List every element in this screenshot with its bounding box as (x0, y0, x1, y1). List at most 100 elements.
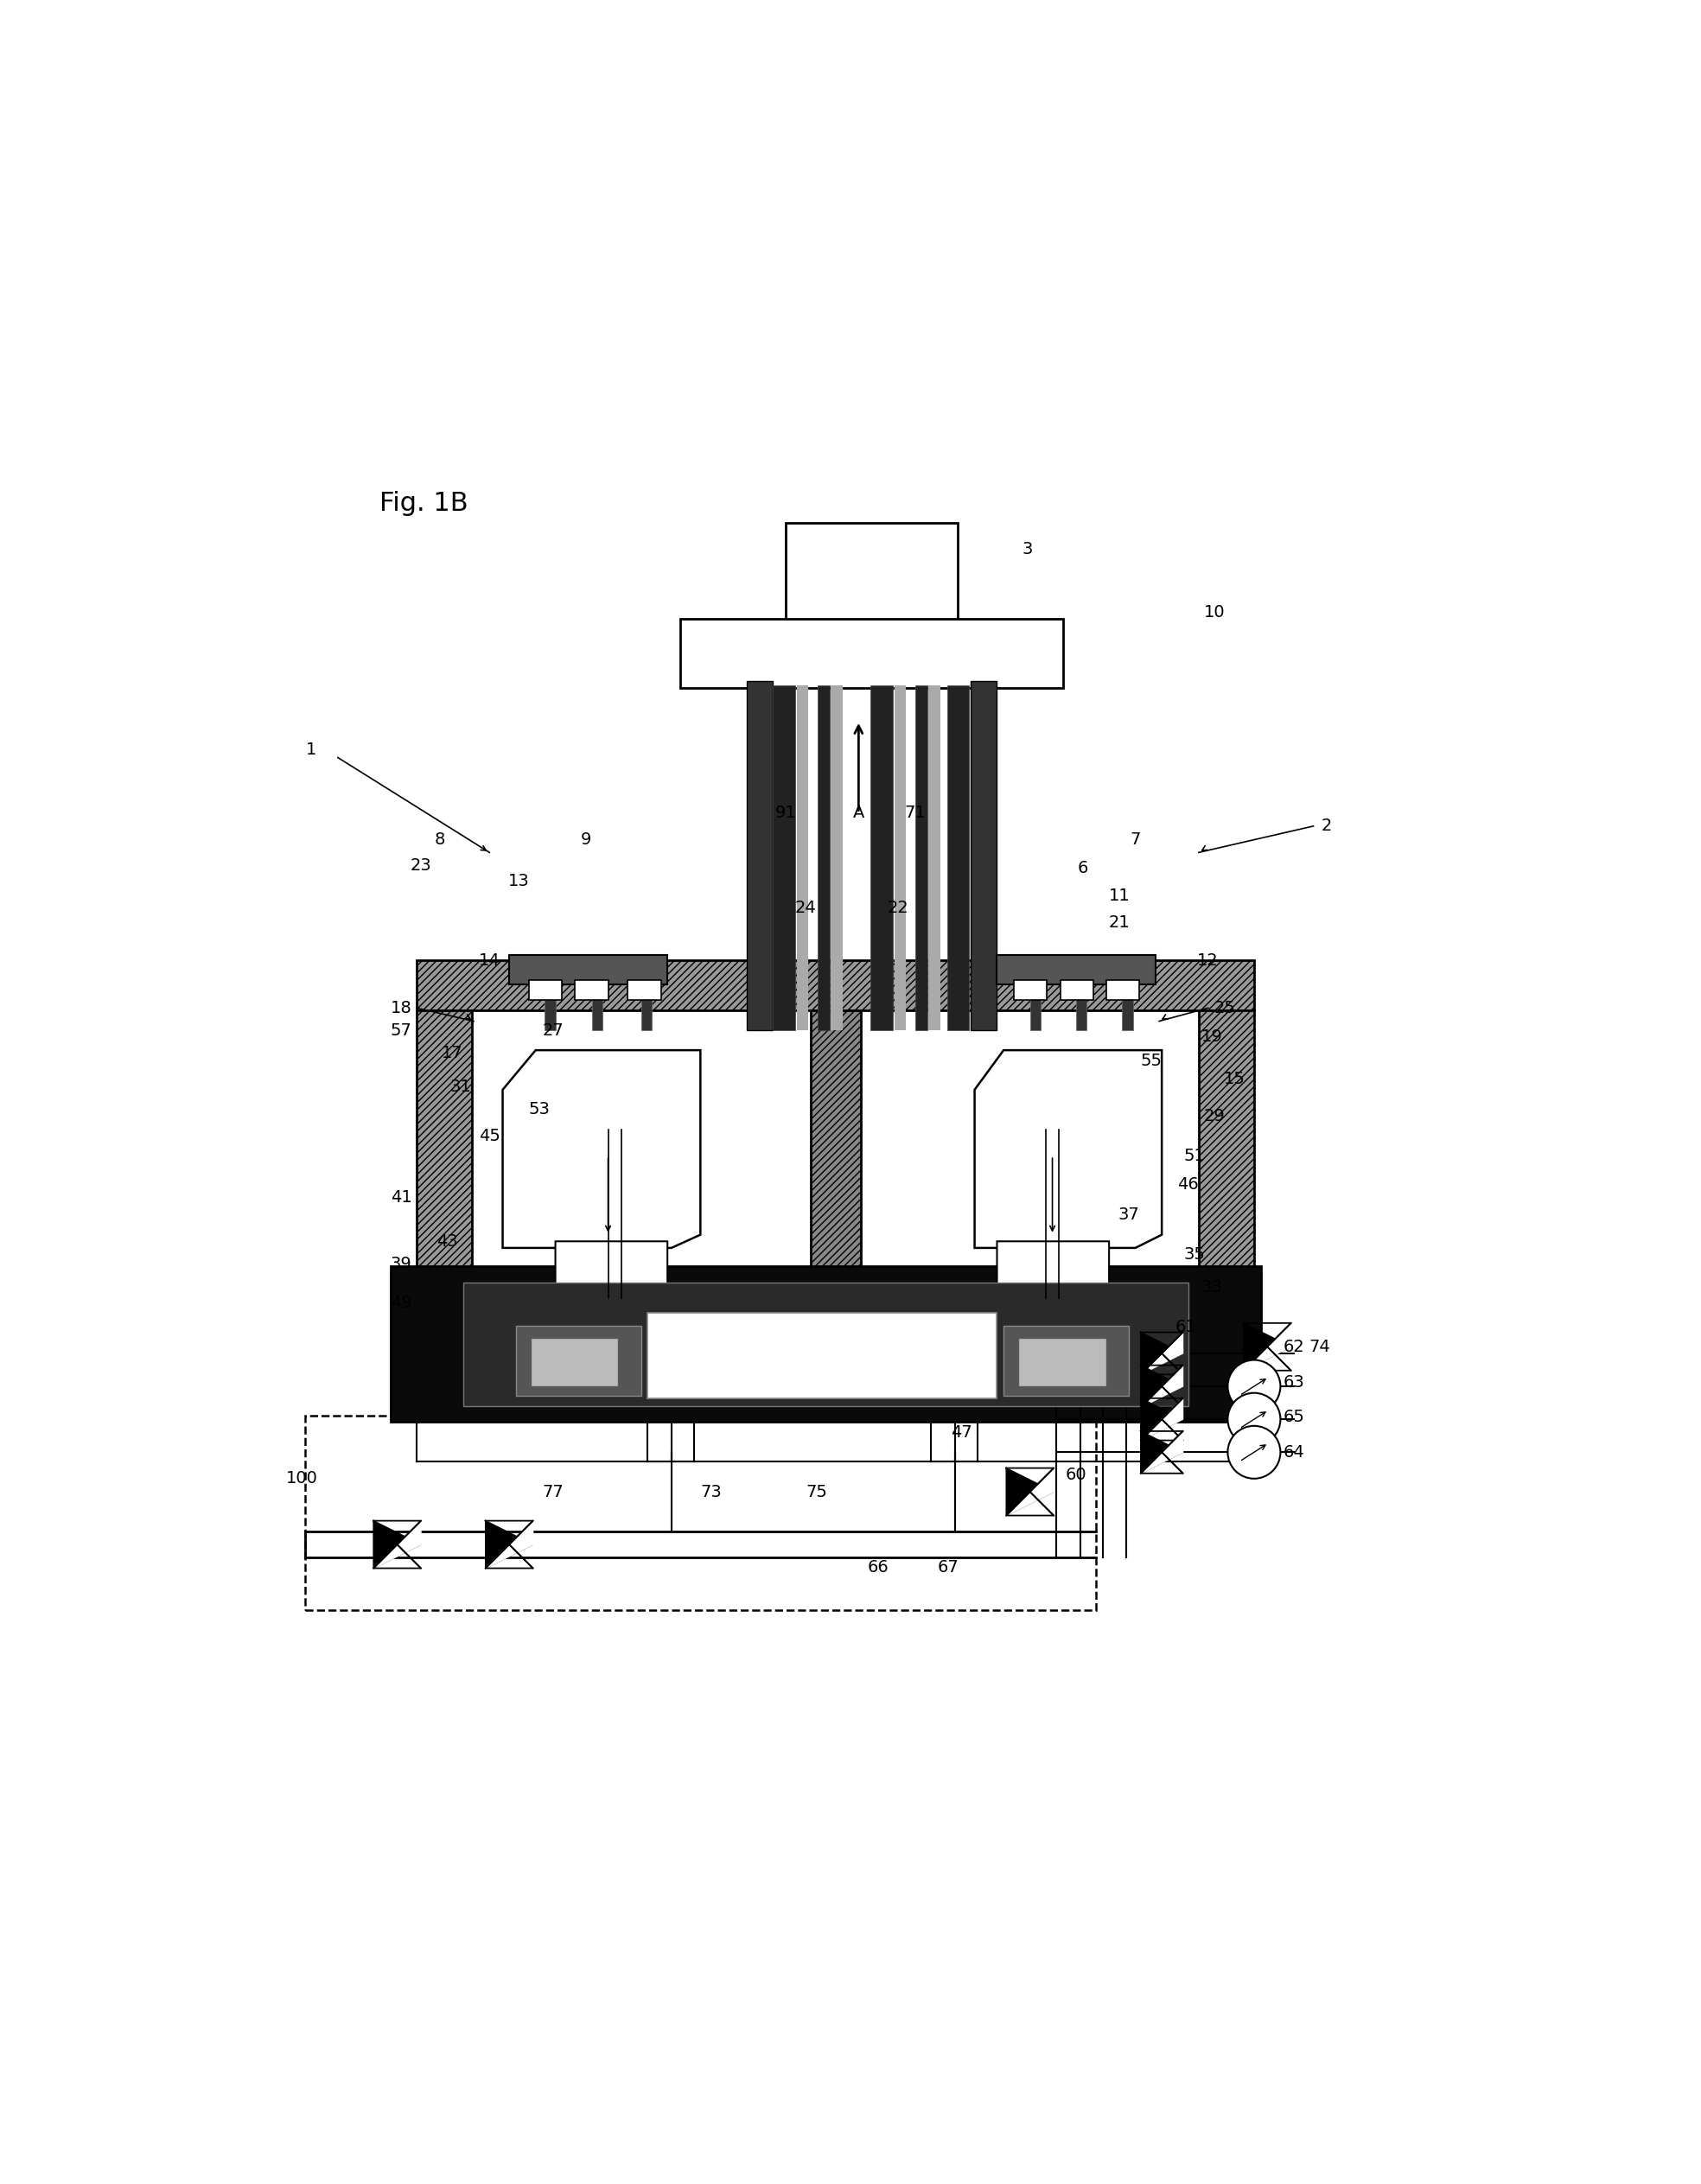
Text: 91: 91 (776, 804, 796, 821)
Bar (1106, 981, 1140, 1000)
Circle shape (1228, 1393, 1281, 1446)
Text: 11: 11 (1109, 887, 1129, 904)
Bar (391, 1267, 1260, 1422)
Bar (648, 1313, 997, 1398)
Bar (929, 686, 941, 1031)
Text: A: A (852, 804, 864, 821)
Bar (871, 686, 893, 1031)
Text: 7: 7 (1129, 832, 1141, 847)
Text: 10: 10 (1204, 605, 1225, 620)
Bar (811, 1011, 861, 1267)
Polygon shape (1007, 1468, 1053, 1516)
Bar (544, 998, 556, 1031)
Text: 18: 18 (391, 1000, 412, 1016)
Text: 73: 73 (701, 1483, 721, 1500)
Text: 47: 47 (951, 1424, 971, 1441)
Polygon shape (485, 1520, 532, 1568)
Text: 45: 45 (478, 1127, 500, 1144)
Bar (1031, 998, 1041, 1031)
Text: 29: 29 (1204, 1107, 1225, 1125)
Bar (1199, 1011, 1254, 1267)
Bar (1077, 998, 1087, 1031)
Circle shape (1228, 1426, 1281, 1479)
Text: 63: 63 (1283, 1374, 1305, 1391)
Text: 35: 35 (1184, 1247, 1206, 1262)
Polygon shape (1141, 1431, 1182, 1474)
Bar (532, 1339, 617, 1385)
Bar (895, 686, 907, 1031)
Text: 22: 22 (888, 900, 908, 915)
Bar (417, 1011, 473, 1267)
Bar (628, 981, 662, 1000)
Polygon shape (1141, 1398, 1182, 1441)
Text: 67: 67 (937, 1559, 959, 1575)
Polygon shape (374, 1520, 420, 1568)
Polygon shape (485, 1520, 532, 1568)
Text: 43: 43 (437, 1234, 458, 1249)
Text: Fig. 1B: Fig. 1B (379, 491, 468, 515)
Text: 6: 6 (1077, 860, 1089, 876)
Bar (463, 1282, 1189, 1406)
Text: 27: 27 (543, 1022, 563, 1040)
Text: 77: 77 (543, 1483, 563, 1500)
Bar (747, 681, 772, 1031)
Text: 9: 9 (580, 832, 590, 847)
Text: 8: 8 (434, 832, 444, 847)
Text: 25: 25 (1215, 1000, 1237, 1016)
Bar (971, 681, 997, 1031)
Polygon shape (1141, 1365, 1182, 1406)
Text: 39: 39 (391, 1256, 412, 1271)
Text: 31: 31 (449, 1079, 471, 1096)
Polygon shape (1243, 1324, 1291, 1372)
Polygon shape (374, 1520, 420, 1568)
Polygon shape (503, 1051, 701, 1247)
Bar (529, 981, 561, 1000)
Text: 74: 74 (1310, 1339, 1330, 1354)
Bar (830, 686, 842, 1031)
Polygon shape (1141, 1332, 1182, 1374)
Text: 33: 33 (1201, 1280, 1223, 1295)
Text: 71: 71 (905, 804, 925, 821)
Bar (915, 686, 927, 1031)
Text: 64: 64 (1283, 1444, 1305, 1461)
Text: 41: 41 (391, 1190, 412, 1206)
Text: 61: 61 (1175, 1319, 1196, 1334)
Text: 65: 65 (1283, 1409, 1305, 1424)
Bar (772, 686, 796, 1031)
Bar (1123, 998, 1133, 1031)
Bar (947, 686, 970, 1031)
Polygon shape (1141, 1431, 1182, 1474)
Bar (786, 522, 958, 622)
Polygon shape (1007, 1468, 1053, 1516)
Text: 17: 17 (442, 1044, 463, 1061)
Bar (1014, 981, 1048, 1000)
Text: 37: 37 (1118, 1208, 1140, 1223)
Bar (680, 618, 1063, 688)
Text: 49: 49 (391, 1295, 412, 1313)
Text: 66: 66 (868, 1559, 890, 1575)
Text: 15: 15 (1223, 1070, 1245, 1088)
Bar (473, 1011, 1199, 1267)
Polygon shape (997, 1241, 1109, 1297)
Text: 100: 100 (286, 1470, 318, 1487)
Text: 12: 12 (1198, 952, 1218, 970)
Text: 75: 75 (806, 1483, 827, 1500)
Text: 57: 57 (391, 1022, 412, 1040)
Text: 51: 51 (1184, 1147, 1206, 1164)
Bar (417, 961, 1254, 1011)
Bar (818, 686, 830, 1031)
Bar (509, 954, 667, 985)
Polygon shape (1141, 1332, 1182, 1374)
Text: 21: 21 (1109, 915, 1129, 930)
Bar (796, 686, 808, 1031)
Circle shape (1228, 1361, 1281, 1413)
Bar (575, 981, 609, 1000)
Polygon shape (556, 1241, 667, 1297)
Bar (1004, 1326, 1129, 1396)
Bar (641, 998, 651, 1031)
Text: 62: 62 (1283, 1339, 1305, 1354)
Bar (1060, 981, 1094, 1000)
Text: 14: 14 (478, 952, 500, 970)
Text: 55: 55 (1140, 1053, 1162, 1068)
Text: 46: 46 (1177, 1177, 1199, 1192)
